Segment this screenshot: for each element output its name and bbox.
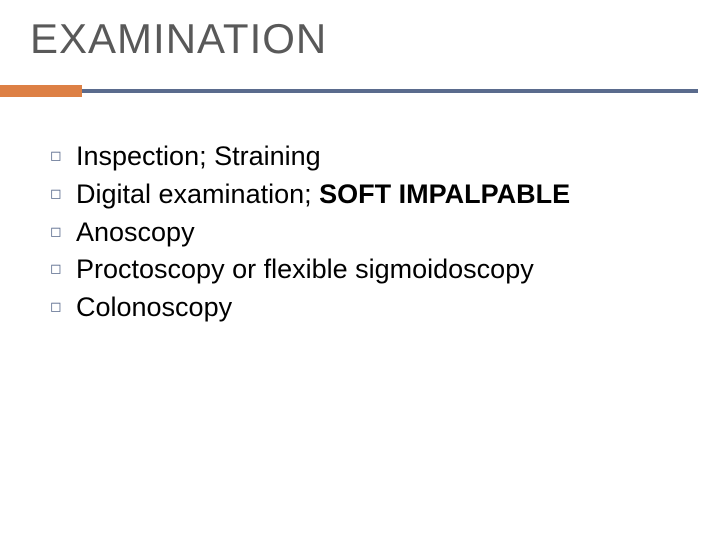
list-item-prefix: Proctoscopy or flexible sigmoidoscopy (76, 254, 534, 284)
list-item-text: Digital examination; SOFT IMPALPABLE (76, 178, 570, 212)
list-item: ◻Anoscopy (50, 216, 690, 250)
list-item-prefix: Colonoscopy (76, 292, 232, 322)
list-item: ◻Inspection; Straining (50, 140, 690, 174)
title-rule-line (82, 89, 698, 93)
list-item: ◻Digital examination; SOFT IMPALPABLE (50, 178, 690, 212)
title-rule-accent (0, 85, 82, 97)
list-item-prefix: Inspection; Straining (76, 141, 321, 171)
body-list: ◻Inspection; Straining◻Digital examinati… (50, 140, 690, 329)
list-item-prefix: Anoscopy (76, 217, 195, 247)
slide-title: EXAMINATION (30, 15, 327, 63)
list-item-text: Colonoscopy (76, 291, 232, 325)
list-item: ◻Proctoscopy or flexible sigmoidoscopy (50, 253, 690, 287)
list-item-bold: SOFT IMPALPABLE (319, 179, 570, 209)
list-item-prefix: Digital examination; (76, 179, 319, 209)
list-item-text: Inspection; Straining (76, 140, 321, 174)
bullet-icon: ◻ (50, 216, 76, 241)
bullet-icon: ◻ (50, 291, 76, 316)
list-item: ◻Colonoscopy (50, 291, 690, 325)
title-rule (0, 85, 720, 97)
list-item-text: Proctoscopy or flexible sigmoidoscopy (76, 253, 534, 287)
bullet-icon: ◻ (50, 178, 76, 203)
list-item-text: Anoscopy (76, 216, 195, 250)
slide: EXAMINATION ◻Inspection; Straining◻Digit… (0, 0, 720, 540)
bullet-icon: ◻ (50, 253, 76, 278)
bullet-icon: ◻ (50, 140, 76, 165)
